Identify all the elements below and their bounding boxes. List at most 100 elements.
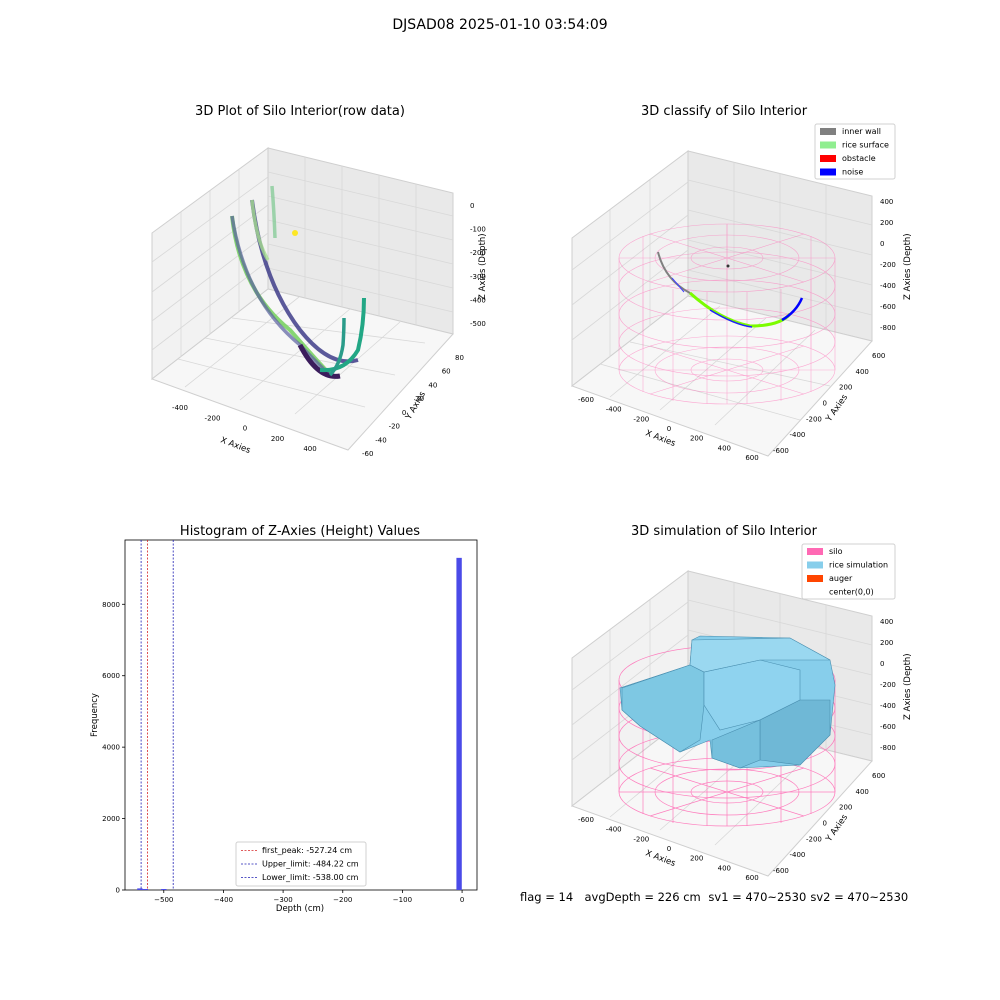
- z-tick-label: 400: [880, 198, 893, 206]
- x-tick-label: 400: [718, 444, 731, 452]
- simulation-plot-axes: [570, 570, 873, 877]
- legend-swatch: [807, 588, 823, 596]
- x-tick-label: 0: [667, 845, 671, 853]
- x-tick-label: 0: [667, 425, 671, 433]
- simulation-legend: silo rice simulation auger center(0,0): [801, 543, 896, 600]
- x-tick-label: 600: [745, 874, 758, 882]
- z-tick-label: 0: [470, 202, 474, 210]
- y-tick-label: 6000: [102, 672, 120, 680]
- z-tick-label: -200: [880, 681, 896, 689]
- x-tick-label: -200: [633, 415, 649, 423]
- classify-plot-title: 3D classify of Silo Interior: [640, 104, 808, 119]
- y-tick-label: -600: [773, 447, 789, 455]
- y-tick-label: 0: [823, 820, 827, 828]
- legend-entry: silo: [829, 547, 843, 556]
- histogram-bar: [137, 888, 143, 890]
- y-tick-label: -40: [375, 436, 386, 444]
- x-tick-label: 400: [718, 864, 731, 872]
- legend-entry: noise: [842, 168, 863, 177]
- raw-plot-axes: [150, 147, 454, 451]
- histogram-legend: first_peak: -527.24 cm Upper_limit: -484.…: [235, 841, 367, 887]
- raw-plot-title: 3D Plot of Silo Interior(row data): [195, 104, 405, 119]
- histogram-bar: [456, 557, 462, 890]
- status-footer: flag = 14 avgDepth = 226 cm sv1 = 470~25…: [520, 890, 912, 904]
- z-tick-label: -300: [470, 273, 486, 281]
- z-tick-label: 200: [880, 639, 893, 647]
- x-tick-label: −100: [393, 896, 412, 904]
- x-tick-label: 200: [690, 435, 703, 443]
- y-tick-label: -200: [806, 415, 822, 423]
- histogram-y-axis-label: Frequency: [90, 693, 100, 737]
- legend-swatch: [820, 128, 836, 135]
- simulation-z-tick-labels: 400 200 0 -200 -400 -600 -800: [880, 618, 896, 752]
- sv2-readout: sv2 = 470~2530: [810, 890, 909, 904]
- legend-swatch: [820, 141, 836, 149]
- y-tick-label: 200: [839, 384, 852, 392]
- z-tick-label: 200: [880, 219, 893, 227]
- x-tick-label: 0: [460, 896, 464, 904]
- x-tick-label: 600: [745, 454, 758, 462]
- legend-swatch: [807, 548, 823, 555]
- z-tick-label: -400: [470, 296, 486, 304]
- x-tick-label: -200: [633, 835, 649, 843]
- y-tick-label: 4000: [102, 744, 120, 752]
- y-tick-label: 2000: [102, 815, 120, 823]
- y-tick-label: -600: [773, 867, 789, 875]
- histogram-x-axis-label: Depth (cm): [276, 904, 324, 914]
- legend-swatch: [820, 155, 836, 162]
- z-tick-label: -200: [470, 249, 486, 257]
- histogram-title: Histogram of Z-Axies (Height) Values: [179, 524, 421, 539]
- classify-x-axis-label: X Axies: [644, 428, 677, 449]
- classify-plot-axes: [570, 150, 873, 457]
- y-tick-label: -60: [362, 450, 373, 458]
- y-tick-label: 0: [823, 400, 827, 408]
- legend-entry: rice simulation: [829, 561, 888, 570]
- legend-swatch: [807, 561, 823, 569]
- y-tick-label: 80: [455, 354, 464, 362]
- legend-entry: first_peak: -527.24 cm: [262, 846, 352, 855]
- z-tick-label: -800: [880, 744, 896, 752]
- z-tick-label: 0: [880, 660, 884, 668]
- x-tick-label: −500: [154, 896, 173, 904]
- avg-depth-readout: avgDepth = 226 cm: [584, 890, 701, 904]
- z-tick-label: -600: [880, 303, 896, 311]
- x-tick-label: 200: [271, 435, 284, 443]
- z-tick-label: -100: [470, 226, 486, 234]
- legend-entry: Lower_limit: -538.00 cm: [262, 873, 359, 882]
- z-tick-label: -200: [880, 261, 896, 269]
- simulation-x-tick-labels: -600 -400 -200 0 200 400 600: [578, 816, 759, 882]
- simulation-x-axis-label: X Axies: [644, 848, 677, 869]
- x-tick-label: −300: [273, 896, 292, 904]
- legend-entry: inner wall: [842, 127, 881, 136]
- histogram-plot: −500 −400 −300 −200 −100 0 0 2000 4000 6000 8000: [102, 539, 478, 904]
- raw-z-axis-label: Z Axies (Depth): [478, 233, 488, 300]
- y-tick-label: 600: [872, 772, 885, 780]
- figure-title: DJSAD08 2025-01-10 03:54:09: [392, 17, 608, 33]
- z-tick-label: -500: [470, 320, 486, 328]
- y-tick-label: 0: [116, 887, 120, 895]
- classify-legend: inner wall rice surface obstacle noise: [814, 123, 896, 180]
- y-tick-label: 20: [415, 395, 424, 403]
- classify-y-axis-label: Y Axies: [824, 392, 851, 424]
- classify-z-axis-label: Z Axies (Depth): [903, 233, 913, 300]
- x-tick-label: 200: [690, 855, 703, 863]
- y-tick-label: 8000: [102, 601, 120, 609]
- raw-y-axis-label: Y Axies: [403, 389, 428, 422]
- x-tick-label: −400: [214, 896, 233, 904]
- z-tick-label: 0: [880, 240, 884, 248]
- x-tick-label: -400: [606, 826, 622, 834]
- legend-swatch: [807, 575, 823, 582]
- legend-entry: rice surface: [842, 141, 889, 150]
- z-tick-label: 400: [880, 618, 893, 626]
- x-tick-label: -400: [172, 404, 188, 412]
- x-tick-label: 0: [243, 425, 247, 433]
- y-tick-label: -400: [790, 851, 806, 859]
- y-tick-label: -200: [806, 835, 822, 843]
- z-tick-label: -600: [880, 723, 896, 731]
- histogram-bar: [142, 889, 148, 890]
- simulation-y-axis-label: Y Axies: [824, 812, 851, 844]
- y-tick-label: 200: [839, 804, 852, 812]
- y-tick-label: -400: [790, 431, 806, 439]
- simulation-z-axis-label: Z Axies (Depth): [903, 653, 913, 720]
